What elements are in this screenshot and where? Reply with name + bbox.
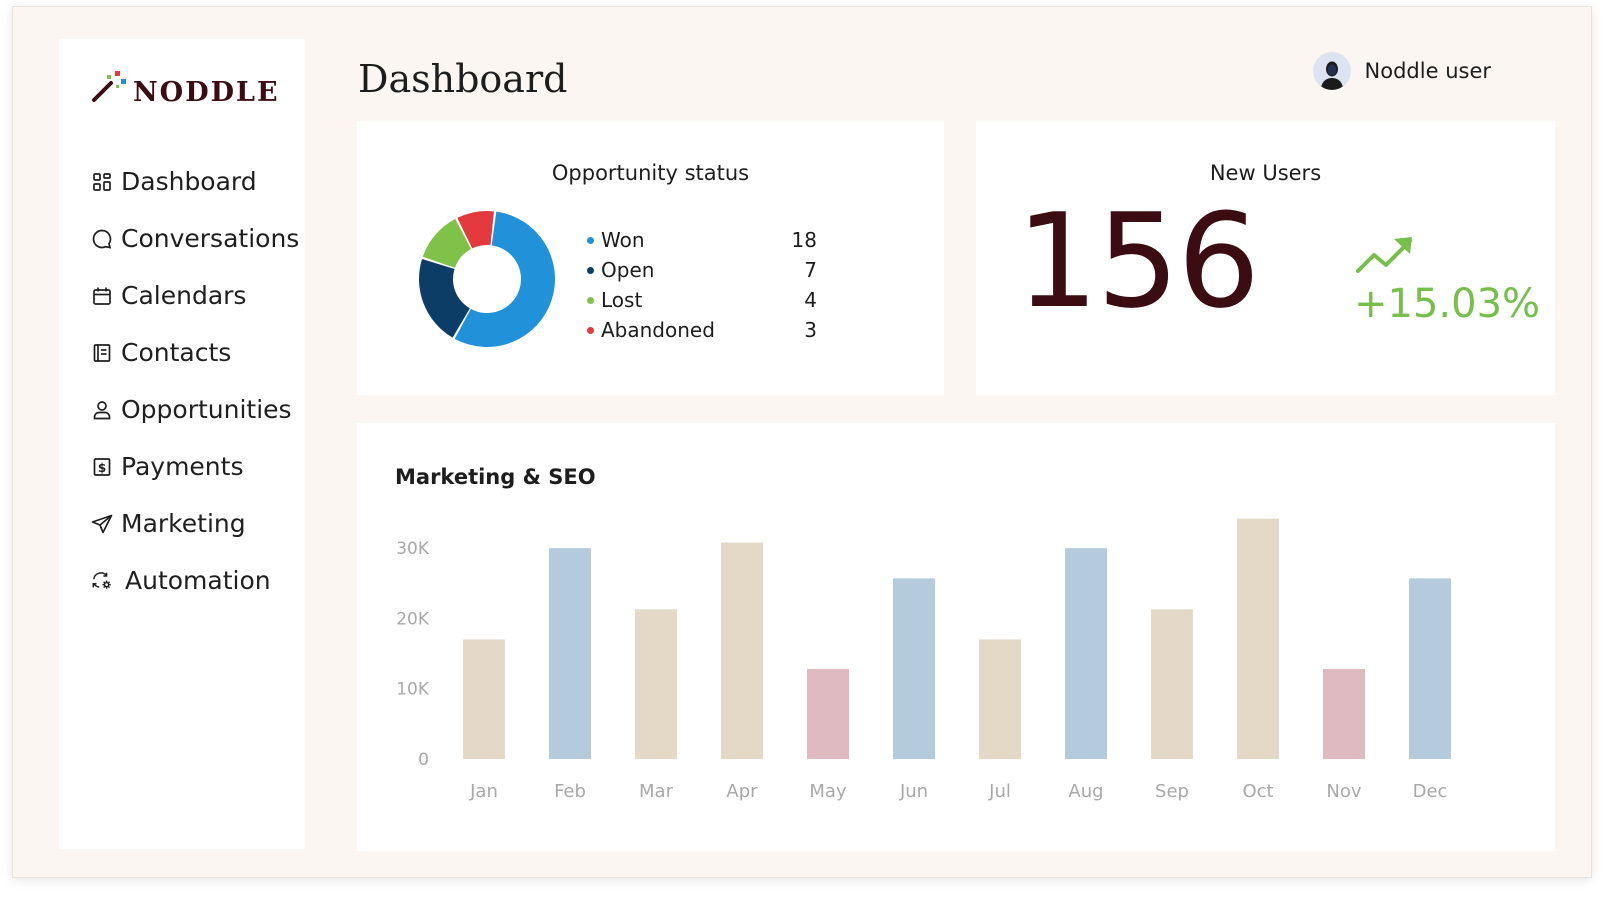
opportunity-legend: Won 18 Open 7 Lost 4 Abandoned 3: [587, 225, 817, 345]
legend-label: Won: [601, 228, 645, 252]
sidebar-item-contacts[interactable]: Contacts: [91, 324, 299, 381]
x-tick-label: Nov: [1326, 781, 1361, 802]
sidebar-item-marketing[interactable]: Marketing: [91, 495, 299, 552]
app-window: NODDLE Dashboard Conversations: [12, 6, 1592, 878]
legend-dot: [587, 296, 594, 304]
chat-bubble-icon: [91, 228, 113, 250]
legend-value: 4: [804, 288, 817, 312]
donut-slice-abandoned[interactable]: [457, 211, 494, 249]
x-tick-label: Jul: [988, 781, 1011, 802]
x-tick-label: Mar: [639, 781, 674, 802]
legend-dot: [587, 326, 594, 334]
bar-may[interactable]: [807, 669, 849, 759]
legend-item: Open 7: [587, 255, 817, 285]
sidebar-item-opportunities[interactable]: Opportunities: [91, 381, 299, 438]
legend-value: 18: [791, 228, 817, 252]
x-tick-label: Sep: [1155, 781, 1189, 802]
sidebar: NODDLE Dashboard Conversations: [59, 39, 305, 849]
legend-label: Open: [601, 258, 655, 282]
sidebar-item-label: Contacts: [121, 338, 232, 367]
user-menu[interactable]: Noddle user: [1312, 52, 1491, 90]
brand-name: NODDLE: [133, 77, 280, 108]
sidebar-item-label: Calendars: [121, 281, 247, 310]
bar-sep[interactable]: [1151, 609, 1193, 759]
grid-icon: [91, 171, 113, 193]
sidebar-item-label: Opportunities: [121, 395, 292, 424]
calendar-icon: [91, 285, 113, 307]
y-tick-label: 0: [418, 750, 429, 770]
sidebar-item-calendars[interactable]: Calendars: [91, 267, 299, 324]
donut-slice-open[interactable]: [419, 258, 470, 338]
legend-label: Abandoned: [601, 318, 715, 342]
user-name[interactable]: Noddle user: [1364, 59, 1491, 83]
x-tick-label: Jan: [469, 781, 498, 802]
bar-jan[interactable]: [463, 639, 505, 759]
legend-item: Abandoned 3: [587, 315, 817, 345]
opportunity-donut-chart: [417, 209, 557, 353]
bar-mar[interactable]: [635, 609, 677, 759]
sidebar-item-label: Dashboard: [121, 167, 257, 196]
legend-value: 3: [804, 318, 817, 342]
legend-label: Lost: [601, 288, 643, 312]
contact-book-icon: [91, 342, 113, 364]
new-users-card: New Users 156 +15.03%: [976, 121, 1555, 395]
x-tick-label: Jun: [899, 781, 928, 802]
automation-gear-icon: [91, 570, 113, 592]
opportunity-status-card: Opportunity status Won 18 Open 7 Lost 4: [357, 121, 944, 395]
svg-text:$: $: [98, 461, 106, 475]
bar-dec[interactable]: [1409, 578, 1451, 759]
sidebar-nav: Dashboard Conversations Calendars: [91, 153, 299, 609]
card-title: Marketing & SEO: [395, 465, 596, 489]
sidebar-item-label: Payments: [121, 452, 244, 481]
legend-item: Won 18: [587, 225, 817, 255]
avatar[interactable]: [1312, 52, 1351, 90]
marketing-seo-card: Marketing & SEO 0 10K 20K 30K Jan Feb Mar Apr Ma…: [357, 423, 1555, 851]
magic-wand-icon: [91, 69, 127, 107]
person-icon: [91, 399, 113, 421]
sidebar-item-label: Automation: [125, 566, 271, 595]
x-tick-label: Aug: [1068, 781, 1103, 802]
sidebar-item-dashboard[interactable]: Dashboard: [91, 153, 299, 210]
donut-slice-won[interactable]: [454, 211, 555, 347]
page-title: Dashboard: [358, 57, 568, 101]
trend-up-icon: [1354, 233, 1416, 279]
card-title: Opportunity status: [551, 161, 750, 185]
x-tick-label: Dec: [1413, 781, 1448, 802]
legend-dot: [587, 236, 594, 244]
y-tick-label: 10K: [396, 680, 430, 700]
legend-item: Lost 4: [587, 285, 817, 315]
sidebar-item-label: Conversations: [121, 224, 300, 253]
bar-aug[interactable]: [1065, 548, 1107, 759]
card-title: New Users: [1209, 161, 1322, 185]
x-tick-label: May: [809, 781, 847, 802]
legend-dot: [587, 266, 594, 274]
bar-feb[interactable]: [549, 548, 591, 759]
x-tick-label: Oct: [1242, 781, 1273, 802]
new-users-count: 156: [1016, 185, 1260, 337]
donut-slice-lost[interactable]: [422, 218, 472, 268]
sidebar-item-automation[interactable]: Automation: [91, 552, 299, 609]
bar-nov[interactable]: [1323, 669, 1365, 759]
dollar-receipt-icon: $: [91, 456, 113, 478]
y-tick-label: 20K: [396, 609, 430, 629]
sidebar-item-payments[interactable]: $ Payments: [91, 438, 299, 495]
bar-jul[interactable]: [979, 639, 1021, 759]
x-tick-label: Feb: [554, 781, 586, 802]
paper-plane-icon: [91, 513, 113, 535]
x-tick-label: Apr: [726, 781, 758, 802]
new-users-change: +15.03%: [1354, 281, 1541, 327]
brand-logo[interactable]: NODDLE: [91, 69, 280, 107]
y-tick-label: 30K: [396, 539, 430, 559]
marketing-bar-chart: 0 10K 20K 30K Jan Feb Mar Apr May Jun Jul Aug Sep Oct…: [396, 518, 1451, 802]
bar-jun[interactable]: [893, 578, 935, 759]
bar-oct[interactable]: [1237, 518, 1279, 759]
sidebar-item-conversations[interactable]: Conversations: [91, 210, 299, 267]
bar-apr[interactable]: [721, 542, 763, 759]
sidebar-item-label: Marketing: [121, 509, 246, 538]
legend-value: 7: [804, 258, 817, 282]
